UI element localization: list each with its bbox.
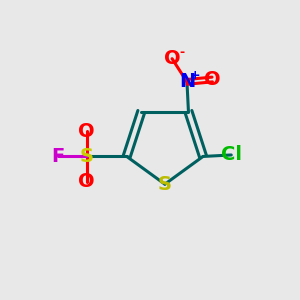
- Text: O: O: [164, 49, 180, 68]
- Text: S: S: [80, 147, 94, 166]
- Text: N: N: [179, 72, 195, 92]
- Text: F: F: [52, 147, 65, 166]
- Text: -: -: [179, 46, 184, 59]
- Text: +: +: [190, 69, 201, 82]
- Text: Cl: Cl: [221, 146, 242, 164]
- Text: O: O: [78, 172, 95, 191]
- Text: O: O: [204, 70, 220, 89]
- Text: S: S: [158, 175, 172, 194]
- Text: O: O: [78, 122, 95, 141]
